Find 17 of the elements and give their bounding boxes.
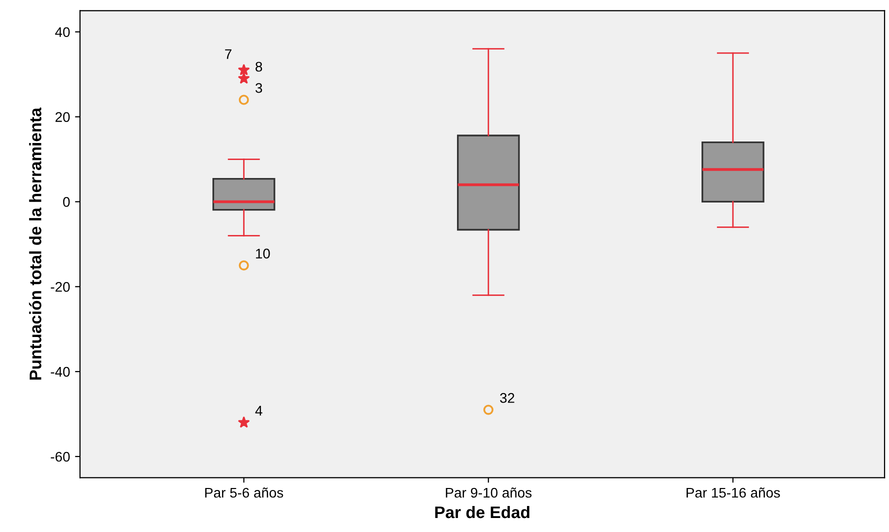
annotation: 4: [255, 406, 262, 416]
x-tick-label: Par 15-16 años: [686, 488, 780, 498]
annotation: 32: [500, 393, 514, 403]
x-tick-label: Par 9-10 años: [446, 488, 532, 498]
y-tick-label: -60: [50, 452, 70, 462]
annotation: 3: [255, 83, 262, 93]
y-axis-title: Puntuación total de la herramienta: [28, 107, 42, 380]
y-tick-label: -40: [50, 366, 70, 377]
x-axis-title: Par de Edad: [435, 506, 530, 518]
annotation: 7: [225, 49, 232, 59]
y-tick-label: 0: [63, 197, 70, 207]
y-tick-label: 20: [56, 112, 70, 122]
y-tick-label: 40: [55, 27, 70, 38]
x-tick-label: Par 5-6 años: [205, 488, 284, 498]
y-tick-label: -20: [50, 282, 70, 292]
annotation: 10: [256, 248, 270, 259]
annotation: 8: [256, 62, 262, 72]
